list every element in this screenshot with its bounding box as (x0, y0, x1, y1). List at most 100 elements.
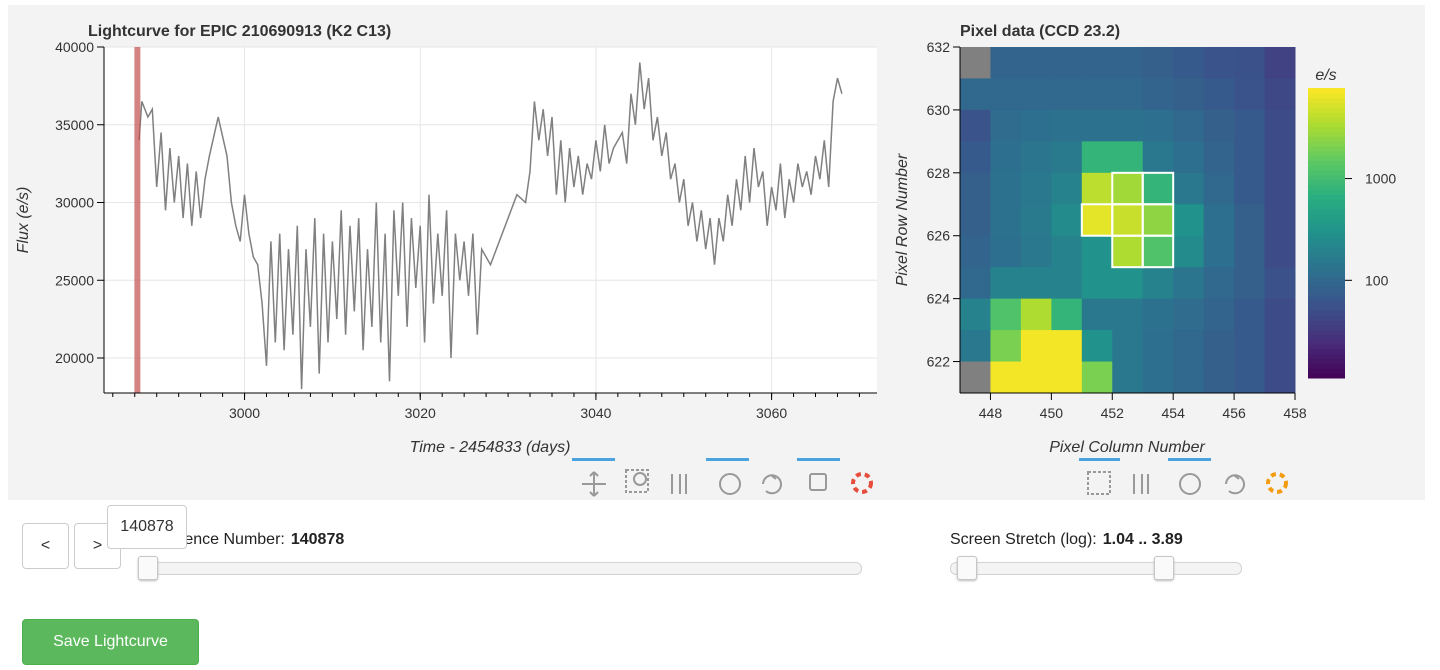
pixel-cell (1234, 330, 1266, 363)
zoom-tool[interactable] (719, 473, 741, 495)
pixel-cell (1020, 361, 1052, 394)
pixel-cell (1203, 361, 1235, 394)
pixel-cell (1081, 109, 1113, 142)
colorbar-step (1308, 107, 1345, 113)
pixel-cell (990, 361, 1022, 394)
pixel-cell (990, 78, 1022, 111)
pixel-cell (1081, 204, 1113, 237)
pixel-cell (1203, 78, 1235, 111)
colorbar-step (1308, 286, 1345, 292)
pixel-cell (1020, 172, 1052, 205)
y-tick-label: 628 (927, 165, 951, 181)
pixel-cell (990, 330, 1022, 363)
x-tick-label: 3060 (756, 405, 787, 421)
label-text: Screen Stretch (log): (950, 531, 1097, 548)
pixel-cell (1112, 361, 1144, 394)
colorbar-step (1308, 329, 1345, 335)
hover-tool[interactable] (809, 473, 827, 491)
pan-tool[interactable] (582, 471, 606, 497)
pixel-cell (1020, 141, 1052, 174)
pixel-cell (1173, 330, 1205, 363)
pixel-cell (960, 47, 991, 79)
pixel-cell (1142, 47, 1174, 79)
pixel-cell (1234, 235, 1266, 268)
tool-active (797, 458, 840, 461)
save-button[interactable]: Save Lightcurve (22, 619, 199, 665)
lightcurve-line (138, 62, 843, 390)
pixel-cell (1020, 298, 1052, 331)
box-zoom-tool[interactable] (625, 469, 649, 493)
colorbar-tick-label: 100 (1365, 272, 1389, 288)
pixel-cell (960, 78, 991, 111)
pixel-cell (1173, 298, 1205, 331)
colorbar-step (1308, 353, 1345, 360)
pixel-cell (1203, 235, 1235, 268)
pixel-cell (1020, 330, 1052, 363)
pixel-cell (990, 172, 1022, 205)
toolbar (572, 458, 1288, 497)
colorbar-step (1308, 257, 1345, 263)
pixel-cell (1051, 267, 1083, 300)
stretch-value: 1.04 .. 3.89 (1102, 531, 1183, 548)
pixel-cell (1051, 78, 1083, 111)
bokeh-logo (1266, 472, 1288, 494)
prev-button[interactable]: < (22, 523, 69, 569)
box-select-tool[interactable] (1087, 471, 1111, 495)
zoom-tool[interactable] (1179, 473, 1201, 495)
pixel-cell (1051, 330, 1083, 363)
pixel-cell (990, 267, 1022, 300)
pixel-cell (960, 330, 991, 363)
pixel-cell (1173, 78, 1205, 111)
pixel-cell (1234, 78, 1266, 111)
slider-handle[interactable] (1154, 556, 1174, 580)
colorbar-step (1308, 324, 1345, 331)
stretch-slider[interactable] (950, 562, 1242, 575)
pixel-cell (1112, 204, 1144, 237)
x-tick-label: 3040 (580, 405, 611, 421)
pixel-cell (1203, 267, 1235, 300)
pixel-cell (1112, 298, 1144, 331)
slider-handle[interactable] (138, 556, 158, 580)
colorbar-step (1308, 310, 1345, 316)
wheel-zoom-tool[interactable] (1133, 474, 1149, 494)
y-tick-label: 25000 (55, 272, 94, 288)
pixel-cell (960, 235, 991, 268)
x-axis-label: Time - 2454833 (days) (410, 439, 571, 456)
reset-tool[interactable] (762, 474, 782, 495)
x-tick-label: 448 (979, 405, 1003, 421)
colorbar-step (1308, 223, 1345, 229)
colorbar-step (1308, 291, 1345, 297)
pixel-cell (1264, 330, 1296, 363)
pixel-cell (960, 267, 991, 300)
bokeh-logo (851, 472, 873, 494)
cadence-slider[interactable] (140, 562, 862, 575)
chart-title: Pixel data (CCD 23.2) (960, 23, 1120, 40)
y-tick-label: 622 (927, 354, 951, 370)
colorbar-step (1308, 363, 1345, 369)
pixel-cell (1112, 78, 1144, 111)
tool-active (706, 458, 749, 461)
slider-handle[interactable] (957, 556, 977, 580)
pixel-cell (1234, 267, 1266, 300)
pixel-cell (1081, 47, 1113, 79)
pixel-cell (1234, 298, 1266, 331)
pixel-cell (1112, 47, 1144, 79)
pixel-cell (1264, 109, 1296, 142)
x-tick-label: 452 (1101, 405, 1125, 421)
reset-tool[interactable] (1225, 474, 1245, 495)
pixel-cell (1051, 298, 1083, 331)
pixel-cell (990, 298, 1022, 331)
pixel-cell (1173, 204, 1205, 237)
tool-active (1079, 458, 1120, 461)
pixel-cell (1081, 267, 1113, 300)
colorbar-step (1308, 373, 1345, 379)
colorbar-step (1308, 266, 1345, 273)
colorbar-step (1308, 199, 1345, 205)
pixel-cell (1173, 109, 1205, 142)
colorbar-step (1308, 102, 1345, 108)
pixel-cell (1234, 47, 1266, 79)
colorbar-step (1308, 242, 1345, 248)
wheel-zoom-tool[interactable] (671, 474, 687, 494)
pixel-cell (1203, 330, 1235, 363)
pixel-cell (1051, 361, 1083, 394)
